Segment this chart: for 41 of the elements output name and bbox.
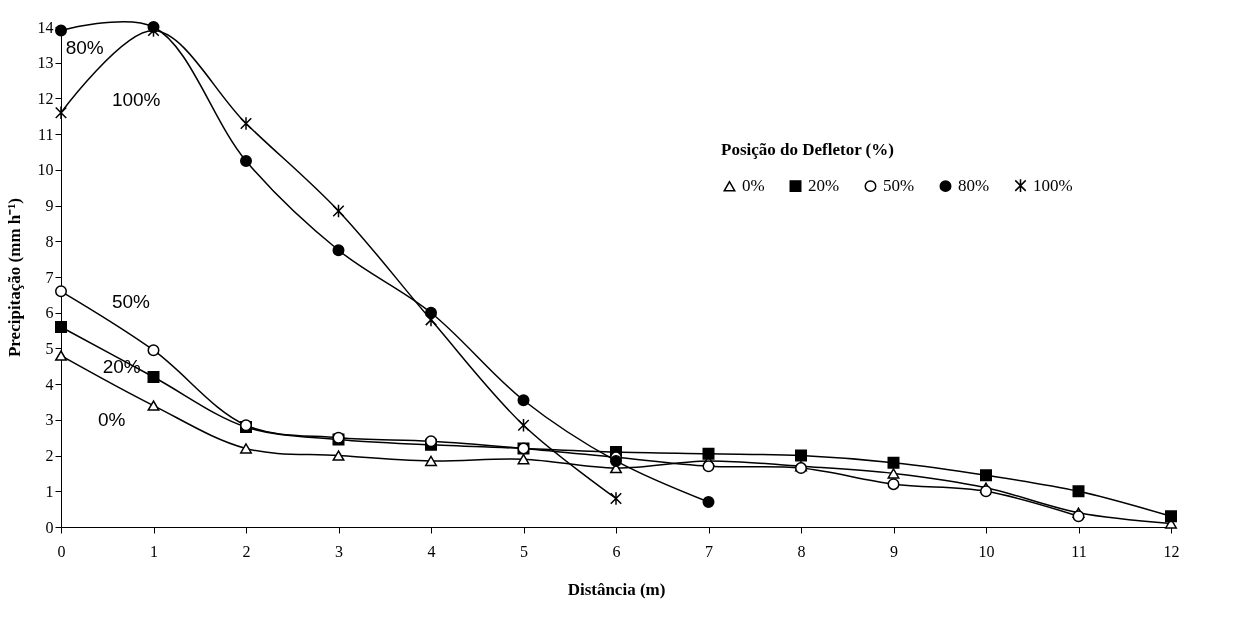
x-tick-label: 12 (1163, 542, 1180, 560)
x-tick-label: 0 (57, 542, 66, 560)
x-tick-label: 3 (335, 542, 343, 560)
legend-label: 0% (742, 176, 765, 196)
x-tick-label: 1 (150, 542, 158, 560)
y-tick-label: 10 (37, 161, 54, 179)
legend-label: 20% (808, 176, 840, 196)
x-tick-label: 8 (797, 542, 806, 560)
y-axis-title: Precipitação (mm h⁻¹) (4, 197, 24, 358)
y-tick-label: 0 (45, 518, 54, 536)
legend-label: 50% (883, 176, 915, 196)
y-tick-label: 3 (45, 411, 54, 429)
y-tick-label: 8 (45, 232, 54, 250)
y-tick-label: 14 (37, 18, 54, 36)
y-tick-label: 7 (45, 268, 54, 286)
legend-title: Posição do Defletor (%) (721, 140, 894, 159)
y-tick-label: 1 (45, 482, 54, 500)
x-tick-label: 2 (242, 542, 251, 560)
y-tick-label: 9 (45, 197, 54, 215)
x-tick-label: 10 (978, 542, 995, 560)
annotation: 100% (111, 88, 161, 110)
y-tick-label: 11 (38, 125, 54, 143)
x-tick-label: 11 (1071, 542, 1087, 560)
legend-label: 100% (1033, 175, 1073, 195)
y-tick-label: 4 (45, 375, 54, 393)
x-axis-title: Distância (m) (567, 579, 666, 599)
y-tick-label: 6 (45, 304, 54, 322)
annotation: 20% (102, 355, 141, 377)
x-tick-label: 4 (427, 542, 436, 560)
x-tick-label: 7 (705, 542, 713, 560)
y-tick-label: 13 (37, 54, 54, 72)
annotation: 0% (98, 408, 126, 430)
annotation: 80% (65, 37, 104, 59)
x-tick-label: 9 (890, 542, 898, 560)
x-tick-label: 6 (612, 542, 621, 560)
x-tick-label: 5 (520, 542, 528, 560)
y-tick-label: 5 (45, 339, 54, 357)
y-tick-label: 12 (37, 89, 54, 107)
legend-label: 80% (958, 176, 990, 196)
annotation: 50% (111, 290, 151, 312)
y-tick-label: 2 (45, 447, 54, 465)
